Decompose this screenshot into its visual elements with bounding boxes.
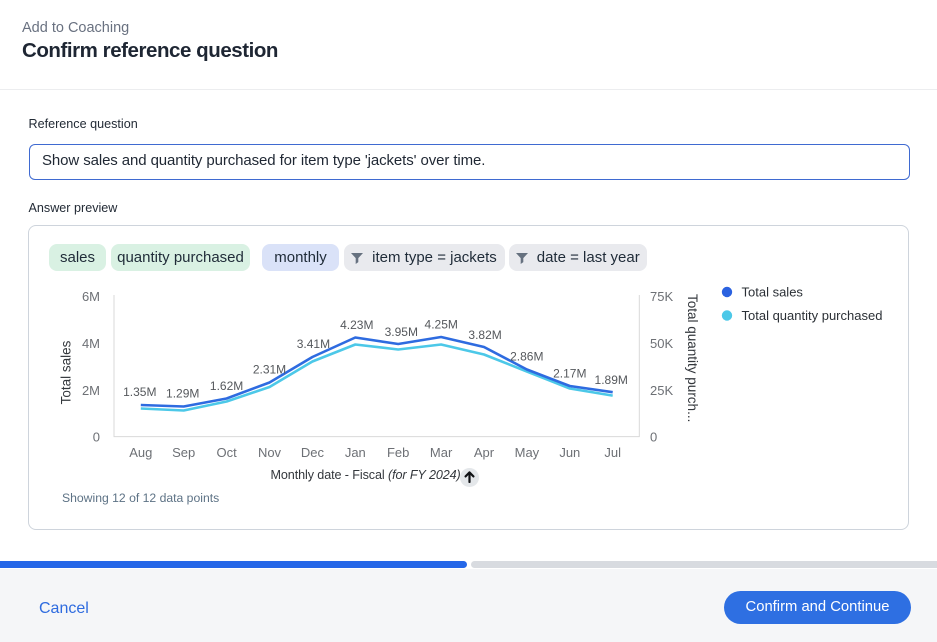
svg-text:Oct: Oct xyxy=(216,445,237,460)
svg-text:0: 0 xyxy=(650,429,657,444)
svg-text:May: May xyxy=(515,445,540,460)
svg-text:2M: 2M xyxy=(82,383,100,398)
svg-text:Feb: Feb xyxy=(387,445,409,460)
svg-text:Jul: Jul xyxy=(604,445,621,460)
svg-text:2.17M: 2.17M xyxy=(553,366,586,380)
svg-text:4M: 4M xyxy=(82,336,100,351)
svg-text:25K: 25K xyxy=(650,383,673,398)
svg-text:Total quantity purch...: Total quantity purch... xyxy=(685,294,700,422)
svg-text:1.29M: 1.29M xyxy=(166,387,199,401)
svg-text:Mar: Mar xyxy=(430,445,453,460)
svg-text:Total sales: Total sales xyxy=(59,340,74,404)
svg-text:1.89M: 1.89M xyxy=(595,373,628,387)
svg-text:0: 0 xyxy=(93,429,100,444)
svg-text:Aug: Aug xyxy=(129,445,152,460)
svg-text:4.23M: 4.23M xyxy=(340,318,373,332)
svg-text:2.31M: 2.31M xyxy=(253,363,286,377)
svg-text:2.86M: 2.86M xyxy=(510,349,543,363)
svg-text:Dec: Dec xyxy=(301,445,325,460)
svg-text:3.82M: 3.82M xyxy=(468,328,501,342)
svg-text:1.62M: 1.62M xyxy=(210,379,243,393)
svg-text:Total sales: Total sales xyxy=(742,285,804,300)
svg-text:3.95M: 3.95M xyxy=(385,325,418,339)
svg-text:3.41M: 3.41M xyxy=(297,337,330,351)
svg-text:50K: 50K xyxy=(650,336,673,351)
svg-text:Jun: Jun xyxy=(559,445,580,460)
svg-text:75K: 75K xyxy=(650,289,673,304)
svg-text:Total quantity purchased: Total quantity purchased xyxy=(742,308,883,323)
svg-text:1.35M: 1.35M xyxy=(123,385,156,399)
svg-text:4.25M: 4.25M xyxy=(425,318,458,332)
svg-text:Nov: Nov xyxy=(258,445,282,460)
svg-text:6M: 6M xyxy=(82,289,100,304)
svg-text:Jan: Jan xyxy=(345,445,366,460)
svg-text:Apr: Apr xyxy=(474,445,495,460)
svg-text:Sep: Sep xyxy=(172,445,195,460)
